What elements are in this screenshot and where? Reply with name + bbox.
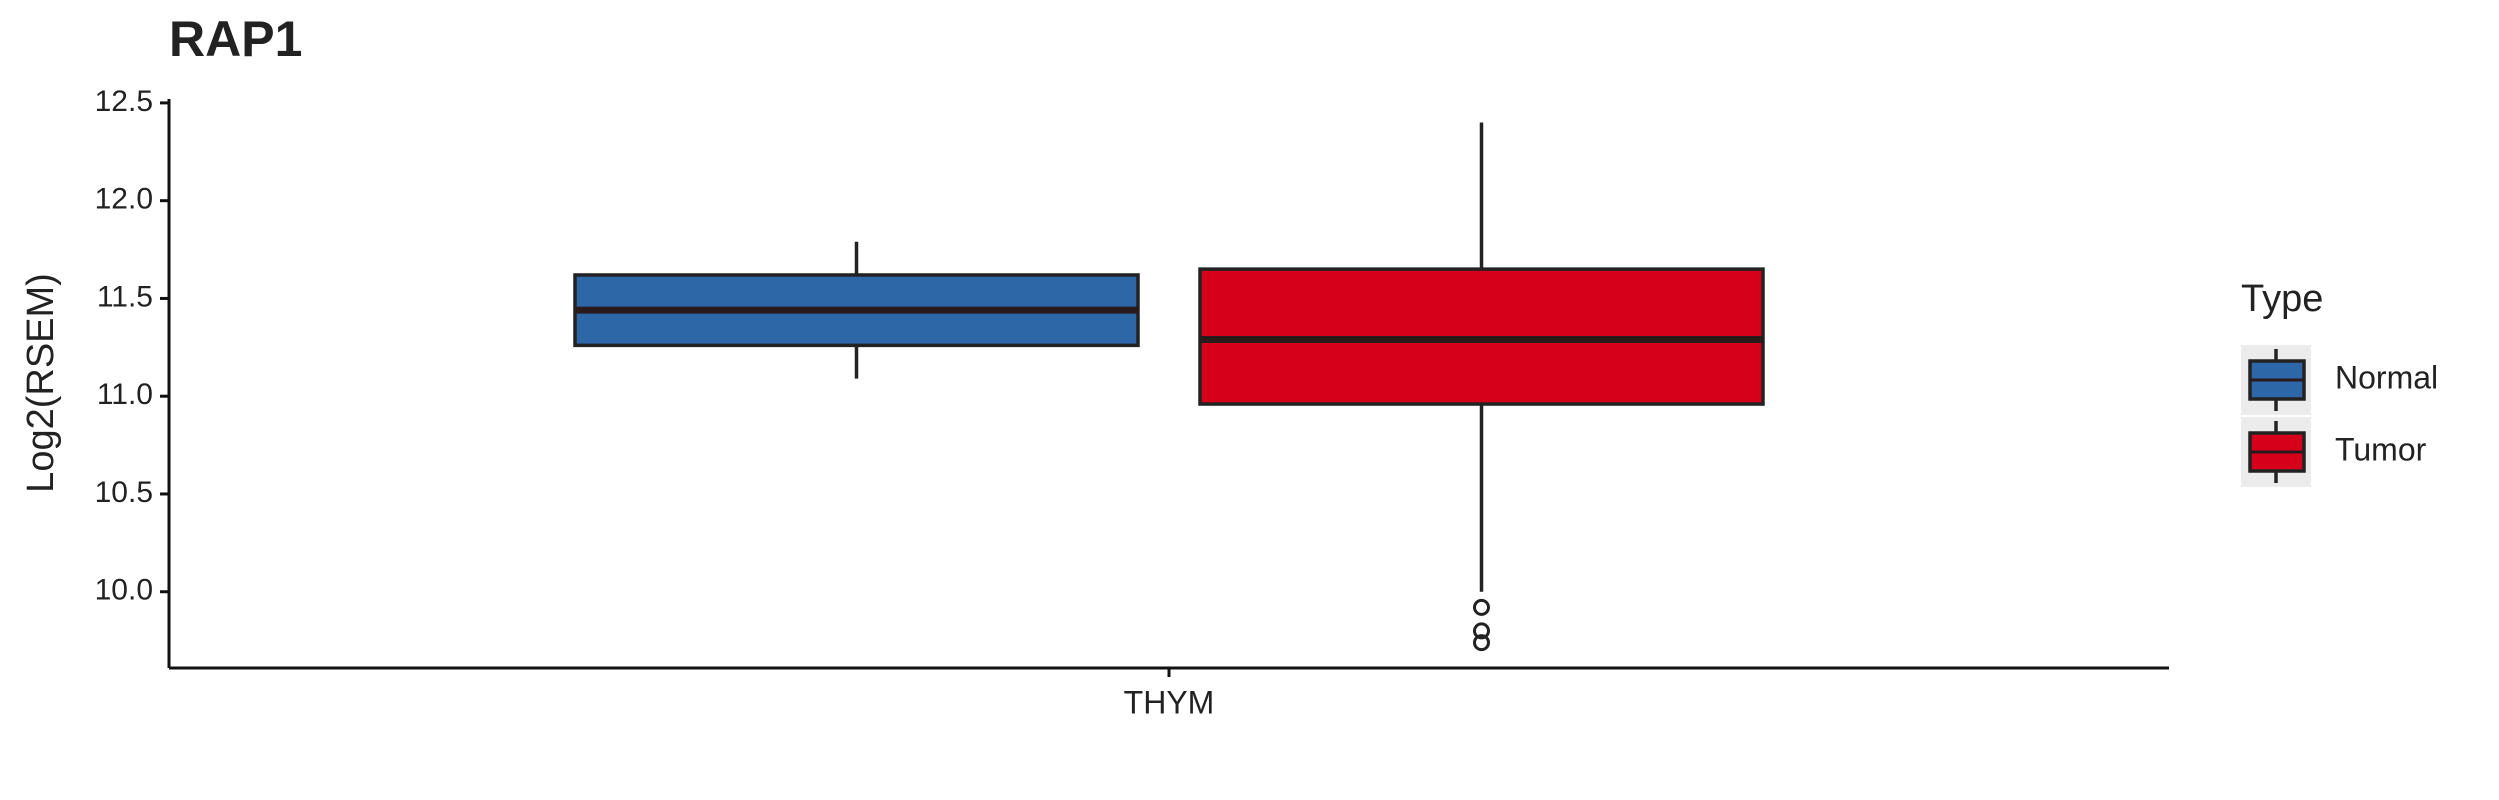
y-tick-label: 12.5 bbox=[95, 85, 153, 118]
legend-label: Normal bbox=[2335, 359, 2438, 395]
y-tick-label: 12.0 bbox=[95, 183, 153, 216]
y-tick-label: 11.0 bbox=[97, 378, 153, 411]
legend-title: Type bbox=[2241, 278, 2323, 320]
x-tick-label: THYM bbox=[1124, 684, 1215, 720]
y-tick-label: 11.5 bbox=[97, 280, 153, 313]
outlier bbox=[1473, 634, 1490, 652]
y-tick-label: 10.0 bbox=[95, 574, 153, 607]
legend-label: Tumor bbox=[2335, 431, 2427, 467]
chart-title: RAP1 bbox=[169, 11, 302, 67]
y-axis-label: Log2(RSEM) bbox=[20, 273, 62, 493]
y-tick-label: 10.5 bbox=[95, 476, 153, 509]
outlier bbox=[1473, 598, 1490, 616]
outlier bbox=[1473, 622, 1490, 640]
